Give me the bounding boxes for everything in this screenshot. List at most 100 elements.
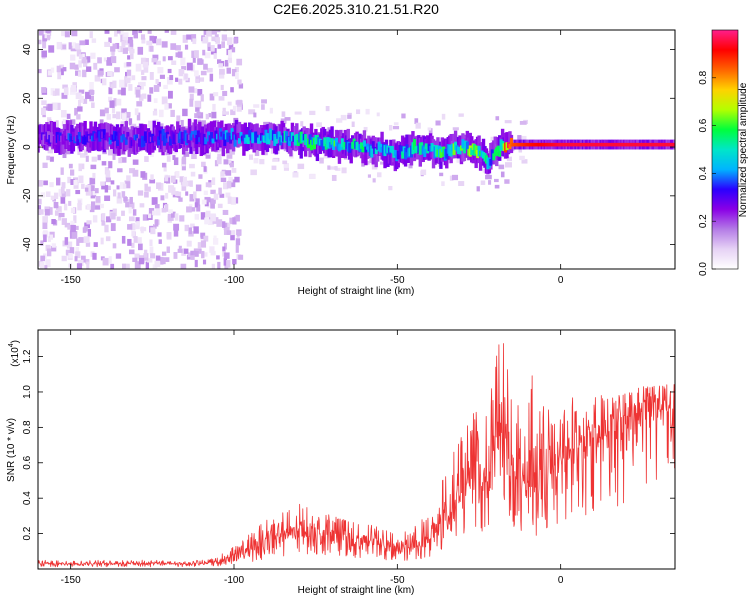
- heatmap-cell: [117, 89, 124, 95]
- heatmap-cell: [116, 30, 121, 34]
- heatmap-cell: [223, 222, 228, 231]
- heatmap-cell: [412, 138, 416, 150]
- heatmap-cell: [175, 52, 180, 58]
- heatmap-cell: [120, 34, 124, 43]
- heatmap-cell: [203, 63, 208, 70]
- heatmap-cell: [120, 157, 127, 163]
- heatmap-cell: [217, 261, 221, 269]
- heatmap-cell: [75, 43, 79, 50]
- heatmap-cell: [309, 110, 316, 116]
- heatmap-cell: [38, 205, 42, 211]
- svg-text:(x104): (x104): [8, 340, 21, 367]
- heatmap-cell: [116, 98, 122, 106]
- snr-plot-area: [38, 330, 675, 569]
- heatmap-cell: [128, 249, 135, 255]
- heatmap-cell: [227, 57, 233, 63]
- x-tick-label: -100: [224, 575, 244, 586]
- heatmap-cell: [176, 115, 181, 122]
- heatmap-cell: [234, 176, 240, 183]
- heatmap-cell: [128, 207, 132, 214]
- heatmap-cell: [192, 55, 196, 63]
- colorbar-tick-label: 0.2: [698, 214, 709, 228]
- heatmap-cell: [43, 265, 48, 269]
- heatmap-cell: [223, 257, 228, 266]
- heatmap-cell: [107, 70, 113, 77]
- heatmap-cell: [68, 253, 73, 259]
- heatmap-cell: [408, 163, 413, 169]
- heatmap-cell: [363, 126, 368, 132]
- heatmap-cell: [181, 156, 187, 165]
- x-tick-label: -150: [61, 275, 81, 286]
- heatmap-cell: [156, 38, 162, 46]
- y-tick-label: 0: [22, 144, 33, 150]
- heatmap-cell: [396, 150, 400, 160]
- heatmap-cell: [173, 252, 178, 259]
- heatmap-cell: [202, 49, 206, 56]
- heatmap-cell: [85, 189, 92, 196]
- heatmap-cell: [117, 192, 121, 199]
- heatmap-cell: [138, 257, 145, 265]
- heatmap-cell: [50, 67, 55, 73]
- heatmap-cell: [209, 93, 215, 101]
- heatmap-cell: [161, 251, 167, 256]
- heatmap-cell: [161, 208, 167, 213]
- heatmap-cell: [151, 197, 158, 205]
- heatmap-cell: [91, 38, 97, 43]
- heatmap-cell: [78, 60, 82, 68]
- heatmap-cell: [168, 209, 173, 214]
- heatmap-cell: [79, 40, 86, 46]
- heatmap-cell: [81, 183, 85, 189]
- heatmap-cell: [49, 182, 54, 188]
- heatmap-cell: [227, 101, 232, 106]
- heatmap-cell: [142, 137, 146, 147]
- heatmap-cell: [148, 213, 152, 219]
- heatmap-cell: [201, 120, 206, 129]
- heatmap-cell: [361, 163, 365, 167]
- heatmap-cell: [165, 192, 169, 199]
- heatmap-cell: [45, 30, 52, 33]
- heatmap-cell: [180, 57, 186, 66]
- heatmap-cell: [97, 70, 104, 75]
- heatmap-cell: [146, 40, 153, 46]
- heatmap-cell: [230, 179, 236, 188]
- heatmap-cell: [40, 255, 46, 262]
- heatmap-cell: [446, 157, 451, 164]
- heatmap-cell: [518, 149, 523, 153]
- heatmap-cell: [40, 261, 45, 269]
- heatmap-cell: [327, 165, 331, 170]
- snr-multiplier-exponent: 4: [8, 343, 15, 347]
- heatmap-cell: [197, 58, 203, 65]
- heatmap-cell: [210, 250, 216, 256]
- heatmap-cell: [61, 255, 67, 262]
- heatmap-cell: [66, 241, 73, 249]
- heatmap-cell: [186, 180, 192, 187]
- heatmap-cell: [451, 174, 459, 181]
- heatmap-cell: [371, 141, 375, 149]
- heatmap-cell: [132, 257, 138, 263]
- heatmap-cell: [135, 63, 142, 72]
- heatmap-cell: [97, 57, 102, 64]
- heatmap-cell: [182, 176, 187, 184]
- heatmap-cell: [74, 256, 78, 262]
- heatmap-cell: [60, 196, 66, 204]
- heatmap-cell: [370, 145, 374, 158]
- heatmap-cell: [70, 169, 75, 176]
- heatmap-cell: [110, 223, 116, 232]
- heatmap-cell: [184, 73, 188, 80]
- heatmap-cell: [169, 75, 174, 81]
- heatmap-cell: [112, 154, 116, 160]
- heatmap-cell: [223, 159, 229, 165]
- heatmap-cell: [498, 146, 502, 157]
- heatmap-cell: [152, 111, 158, 116]
- heatmap-cell: [143, 66, 149, 73]
- heatmap-cell: [212, 103, 216, 111]
- heatmap-cell: [124, 80, 128, 87]
- heatmap-cell: [190, 207, 196, 212]
- x-tick-label: -50: [390, 275, 405, 286]
- heatmap-cell: [70, 224, 76, 233]
- heatmap-cell: [237, 231, 242, 236]
- heatmap-cell: [54, 88, 60, 96]
- heatmap-cell: [73, 179, 78, 186]
- heatmap-cell: [427, 127, 432, 131]
- heatmap-cell: [135, 224, 140, 230]
